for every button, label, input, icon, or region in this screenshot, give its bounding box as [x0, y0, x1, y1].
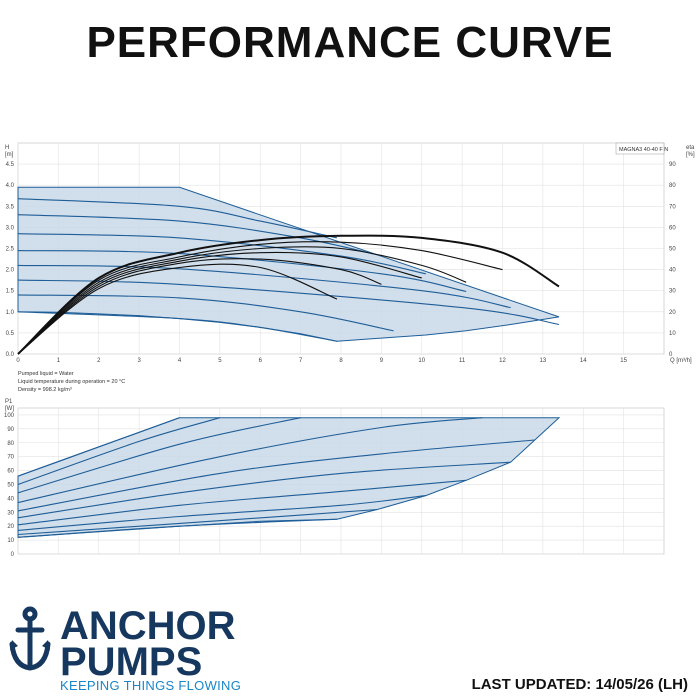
power-curve-6 — [17, 461, 511, 519]
efficiency-curve-2 — [17, 241, 503, 355]
efficiency-curve-3 — [17, 246, 467, 355]
head-x-tick-label: 6 — [259, 358, 263, 364]
head-x-tick-label: 2 — [97, 358, 101, 364]
head-curve-6 — [17, 279, 560, 326]
brand-name-pumps: PUMPS — [60, 640, 203, 684]
power-curve-1 — [17, 417, 180, 477]
eta-y-tick-label: 20 — [669, 310, 676, 316]
head-y-axis-label: H — [5, 145, 9, 151]
power-y-tick-label: 20 — [7, 524, 14, 530]
head-x-tick-label: 9 — [380, 358, 384, 364]
head-x-tick-label: 12 — [499, 358, 506, 364]
head-envelope-area — [17, 186, 560, 342]
head-curve-chart: 0 1 2 3 4 5 6 7 8 9 10 11 12 13 14 150.00.51.01.52.02.5… — [5, 142, 695, 364]
head-curve-2 — [17, 214, 378, 256]
head-y-tick-label: 4.0 — [6, 183, 15, 189]
eta-y-axis-label: eta — [686, 145, 695, 151]
power-curve-8 — [17, 495, 426, 531]
power-y-tick-label: 10 — [7, 538, 14, 544]
eta-y-tick-label: 70 — [669, 204, 676, 210]
power-curve-9 — [17, 508, 378, 536]
power-y-tick-label: 0 — [11, 552, 15, 558]
eta-y-tick-label: 60 — [669, 225, 676, 231]
head-x-tick-label: 8 — [339, 358, 343, 364]
head-x-tick-label: 10 — [418, 358, 425, 364]
eta-y-tick-label: 90 — [669, 162, 676, 168]
head-curve-3 — [17, 233, 426, 275]
power-y-axis-label: P1 — [5, 399, 13, 405]
power-curve-4 — [17, 417, 483, 504]
head-x-tick-label: 11 — [459, 358, 466, 364]
power-curve-10 — [17, 518, 338, 538]
efficiency-curve-5 — [17, 258, 382, 355]
head-curve-7 — [17, 294, 394, 332]
last-updated-text: LAST UPDATED: 14/05/26 (LH) — [471, 676, 688, 693]
head-x-tick-label: 3 — [137, 358, 141, 364]
head-y-tick-label: 1.0 — [6, 310, 15, 316]
head-y-tick-label: 3.0 — [6, 225, 15, 231]
eta-y-tick-label: 30 — [669, 289, 676, 295]
efficiency-curve-1 — [17, 234, 560, 355]
eta-y-tick-label: 50 — [669, 247, 676, 253]
head-curve-8 — [17, 311, 338, 342]
fluid-density: Density = 998.2 kg/m³ — [18, 387, 72, 393]
head-y-tick-label: 0.0 — [6, 352, 15, 358]
head-x-tick-label: 15 — [620, 358, 627, 364]
head-y-tick-label: 2.5 — [6, 247, 15, 253]
power-y-tick-label: 90 — [7, 427, 14, 433]
head-curve-4 — [17, 250, 467, 293]
model-label: MAGNA3 40-40 F N — [619, 147, 668, 153]
head-x-tick-label: 14 — [580, 358, 587, 364]
eta-y-axis-unit: [%] — [686, 152, 695, 158]
power-curve-5 — [17, 439, 535, 512]
eta-y-tick-label: 80 — [669, 183, 676, 189]
power-curve-7 — [17, 479, 467, 526]
head-curve-1 — [17, 198, 338, 239]
brand-name-anchor: ANCHOR — [60, 604, 236, 648]
model-label-box — [615, 142, 665, 155]
head-x-tick-label: 4 — [178, 358, 182, 364]
eta-y-tick-label: 40 — [669, 268, 676, 274]
head-x-axis-label: Q [m³/h] — [670, 358, 692, 364]
head-x-tick-label: 0 — [16, 358, 20, 364]
power-y-axis-unit: [W] — [5, 406, 14, 412]
head-x-tick-label: 7 — [299, 358, 303, 364]
head-y-tick-label: 4.5 — [6, 162, 15, 168]
power-y-tick-label: 40 — [7, 496, 14, 502]
efficiency-curve-6 — [17, 263, 338, 355]
power-y-tick-label: 70 — [7, 455, 14, 461]
fluid-temperature: Liquid temperature during operation = 20… — [18, 379, 126, 385]
power-y-tick-label: 80 — [7, 441, 14, 447]
eta-y-tick-label: 0 — [669, 352, 673, 358]
eta-y-tick-label: 10 — [669, 331, 676, 337]
head-x-tick-label: 5 — [218, 358, 222, 364]
power-y-tick-label: 100 — [4, 413, 15, 419]
anchor-logo-icon — [9, 606, 51, 671]
head-curve-5 — [17, 264, 511, 309]
head-y-axis-unit: [m] — [5, 152, 14, 158]
power-curve-3 — [17, 417, 301, 494]
head-x-tick-label: 1 — [57, 358, 61, 364]
head-x-tick-label: 13 — [540, 358, 547, 364]
page-title: PERFORMANCE CURVE — [86, 18, 614, 67]
power-curve-chart: 0 10 20 30 40 50 60 70 80 90 100 P1[W] — [4, 399, 665, 558]
head-y-tick-label: 3.5 — [6, 204, 15, 210]
power-y-tick-label: 50 — [7, 482, 14, 488]
head-y-tick-label: 1.5 — [6, 289, 15, 295]
fluid-pumped-liquid: Pumped liquid = Water — [18, 371, 74, 377]
power-y-tick-label: 60 — [7, 469, 14, 475]
power-curve-2 — [17, 417, 221, 486]
brand-tagline: KEEPING THINGS FLOWING — [60, 678, 242, 693]
head-y-tick-label: 2.0 — [6, 268, 15, 274]
head-y-tick-label: 0.5 — [6, 331, 15, 337]
power-y-tick-label: 30 — [7, 510, 14, 516]
efficiency-curve-4 — [17, 251, 422, 355]
